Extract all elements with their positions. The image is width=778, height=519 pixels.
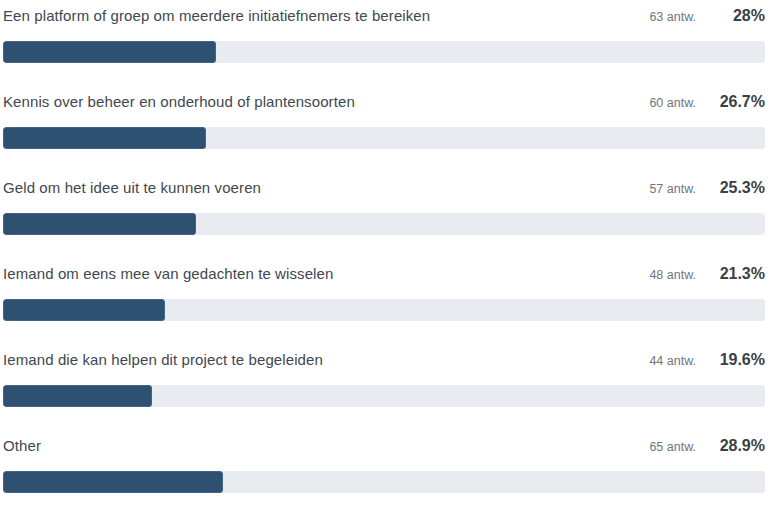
- survey-answer-row: Other 65 antw. 28.9%: [3, 434, 765, 493]
- bar-fill: [3, 471, 223, 493]
- bar-track: [3, 127, 765, 149]
- answer-response-count: 44 antw.: [649, 354, 696, 368]
- survey-answer-row: Geld om het idee uit te kunnen voeren 57…: [3, 176, 765, 235]
- answer-row-header: Kennis over beheer en onderhoud of plant…: [3, 90, 765, 112]
- answer-response-count: 57 antw.: [649, 182, 696, 196]
- bar-track: [3, 471, 765, 493]
- bar-track: [3, 41, 765, 63]
- answer-row-header: Iemand om eens mee van gedachten te wiss…: [3, 262, 765, 284]
- survey-answer-row: Kennis over beheer en onderhoud of plant…: [3, 90, 765, 149]
- answer-label: Geld om het idee uit te kunnen voeren: [3, 178, 649, 198]
- bar-fill: [3, 127, 206, 149]
- answer-response-count: 65 antw.: [649, 440, 696, 454]
- survey-answer-row: Een platform of groep om meerdere initia…: [3, 4, 765, 63]
- answer-percentage: 26.7%: [710, 93, 765, 111]
- answer-response-count: 48 antw.: [649, 268, 696, 282]
- bar-fill: [3, 299, 165, 321]
- bar-track: [3, 213, 765, 235]
- survey-results-bar-chart: Een platform of groep om meerdere initia…: [0, 0, 778, 519]
- bar-fill: [3, 41, 216, 63]
- answer-percentage: 28.9%: [710, 437, 765, 455]
- answer-percentage: 25.3%: [710, 179, 765, 197]
- answer-label: Iemand om eens mee van gedachten te wiss…: [3, 264, 649, 284]
- answer-label: Een platform of groep om meerdere initia…: [3, 6, 649, 26]
- survey-answer-row: Iemand die kan helpen dit project te beg…: [3, 348, 765, 407]
- answer-percentage: 28%: [710, 7, 765, 25]
- bar-track: [3, 385, 765, 407]
- answer-label: Kennis over beheer en onderhoud of plant…: [3, 92, 649, 112]
- answer-response-count: 63 antw.: [649, 10, 696, 24]
- answer-row-header: Iemand die kan helpen dit project te beg…: [3, 348, 765, 370]
- answer-row-header: Een platform of groep om meerdere initia…: [3, 4, 765, 26]
- answer-row-header: Geld om het idee uit te kunnen voeren 57…: [3, 176, 765, 198]
- answer-label: Iemand die kan helpen dit project te beg…: [3, 350, 649, 370]
- survey-answer-row: Iemand om eens mee van gedachten te wiss…: [3, 262, 765, 321]
- answer-row-header: Other 65 antw. 28.9%: [3, 434, 765, 456]
- bar-fill: [3, 213, 196, 235]
- answer-response-count: 60 antw.: [649, 96, 696, 110]
- bar-track: [3, 299, 765, 321]
- answer-percentage: 19.6%: [710, 351, 765, 369]
- bar-fill: [3, 385, 152, 407]
- answer-label: Other: [3, 436, 649, 456]
- answer-percentage: 21.3%: [710, 265, 765, 283]
